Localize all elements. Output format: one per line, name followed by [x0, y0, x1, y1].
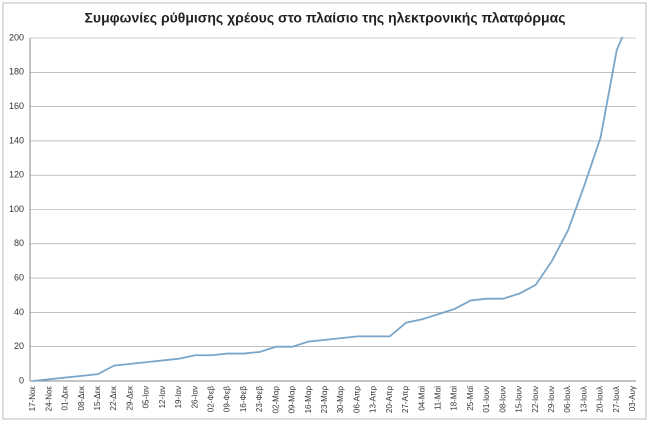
x-tick-label: 20-Απρ	[385, 386, 394, 413]
y-tick-label: 200	[9, 32, 24, 42]
line	[32, 37, 624, 382]
x-tick-label: 18-Μαϊ	[450, 386, 459, 411]
x-tick-label: 15-Ιουν	[515, 386, 524, 413]
x-tick-label: 26-Ιαν	[190, 386, 199, 408]
x-tick-label: 01-Δεκ	[61, 385, 70, 410]
x-tick-label: 08-Ιουν	[498, 386, 507, 413]
x-tick-label: 29-Ιουν	[547, 386, 556, 413]
x-tick-label: 13-Απρ	[369, 386, 378, 413]
x-tick-label: 16-Μαρ	[304, 386, 313, 414]
y-tick-label: 40	[14, 307, 24, 317]
x-tick-label: 27-Απρ	[401, 386, 410, 413]
x-tick-label: 22-Ιουν	[531, 386, 540, 413]
chart-title: Συμφωνίες ρύθμισης χρέους στο πλαίσιο τη…	[85, 10, 566, 26]
x-tick-label: 13-Ιουλ	[579, 386, 588, 413]
y-tick-label: 0	[19, 375, 24, 385]
x-tick-label: 17-Νοε	[28, 386, 37, 412]
x-tick-label: 06-Απρ	[352, 386, 361, 413]
x-tick-label: 19-Ιαν	[174, 386, 183, 408]
y-tick-label: 160	[9, 101, 24, 111]
x-tick-label: 16-Φεβ	[239, 386, 248, 413]
x-tick-label: 12-Ιαν	[158, 386, 167, 408]
x-tick-label: 03-Αυγ	[628, 386, 637, 411]
x-tick-label: 30-Μαρ	[336, 386, 345, 414]
x-tick-label: 02-Φεβ	[206, 386, 215, 413]
x-tick-label: 25-Μαϊ	[466, 386, 475, 411]
x-tick-label: 15-Δεκ	[93, 385, 102, 410]
x-tick-label: 09-Μαρ	[288, 386, 297, 414]
y-tick-label: 140	[9, 135, 24, 145]
y-tick-label: 80	[14, 238, 24, 248]
y-tick-label: 120	[9, 170, 24, 180]
x-tick-label: 29-Δεκ	[125, 385, 134, 410]
x-tick-label: 06-Ιουλ	[563, 386, 572, 413]
x-tick-label: 04-Μαϊ	[417, 386, 426, 411]
y-tick-label: 180	[9, 67, 24, 77]
y-tick-label: 20	[14, 341, 24, 351]
x-tick-label: 20-Ιουλ	[596, 386, 605, 413]
x-tick-label: 23-Μαρ	[320, 386, 329, 414]
chart-border	[2, 2, 647, 420]
x-tick-label: 01-Ιουν	[482, 386, 491, 413]
y-tick-label: 100	[9, 204, 24, 214]
x-tick-label: 27-Ιουλ	[612, 386, 621, 413]
x-tick-label: 22-Δεκ	[109, 385, 118, 410]
x-tick-label: 08-Δεκ	[77, 385, 86, 410]
y-tick-label: 60	[14, 272, 24, 282]
x-tick-label: 24-Νοε	[44, 386, 53, 412]
x-tick-label: 11-Μαϊ	[434, 386, 443, 410]
x-tick-label: 23-Φεβ	[255, 386, 264, 413]
x-tick-label: 05-Ιαν	[142, 386, 151, 408]
x-tick-label: 02-Μαρ	[271, 386, 280, 414]
x-tick-label: 09-Φεβ	[223, 386, 232, 413]
